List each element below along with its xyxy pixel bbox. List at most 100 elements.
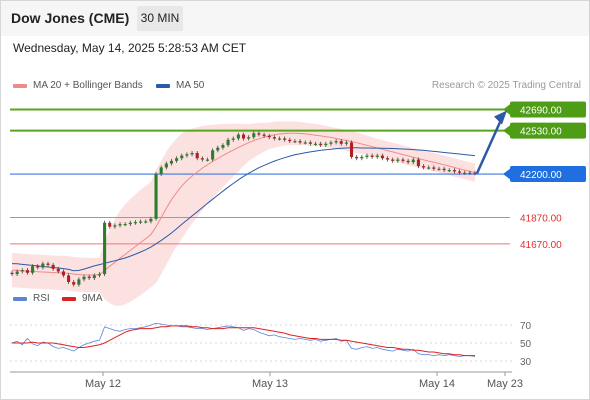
- legend-swatch: [156, 83, 170, 88]
- candle-body: [221, 145, 225, 148]
- candle-body: [231, 138, 235, 140]
- legend-9ma: 9MA: [62, 293, 103, 304]
- candle-body: [46, 263, 50, 265]
- candle-body: [103, 222, 107, 275]
- level-label: 41670.00: [520, 240, 562, 251]
- candle-body: [200, 158, 204, 160]
- rsi-tick-label: 70: [520, 321, 532, 332]
- candle-body: [344, 142, 348, 144]
- candle-body: [432, 167, 436, 169]
- time-axis-label: May 23: [487, 378, 523, 390]
- candle-body: [334, 141, 338, 143]
- level-tag-pointer: [503, 103, 511, 116]
- legend-label: RSI: [33, 293, 50, 304]
- candle-body: [241, 134, 246, 139]
- candle-body: [236, 134, 240, 139]
- candle-body: [319, 143, 323, 146]
- candle-body: [133, 222, 138, 224]
- candle-body: [437, 168, 441, 170]
- candle-body: [288, 139, 292, 142]
- ma50-line: [11, 147, 476, 272]
- candle-body: [324, 143, 328, 146]
- level-label: 41870.00: [520, 213, 562, 224]
- candle-body: [226, 139, 230, 146]
- candle-body: [473, 172, 477, 174]
- candle-body: [139, 221, 143, 223]
- candle-body: [169, 160, 174, 164]
- candle-body: [442, 168, 446, 171]
- candle-body: [51, 264, 55, 269]
- rsi-tick-label: 30: [520, 357, 532, 368]
- candle-body: [401, 159, 405, 161]
- candle-body: [154, 174, 158, 219]
- candle-body: [349, 142, 354, 157]
- candle-body: [123, 224, 127, 226]
- projection-arrow-head: [494, 110, 507, 125]
- timeframe-button[interactable]: 30 MIN: [137, 6, 183, 31]
- candle-body: [303, 142, 307, 144]
- candle-body: [77, 279, 81, 285]
- candle-body: [10, 272, 14, 275]
- candle-body: [257, 133, 261, 135]
- candle-body: [82, 276, 86, 280]
- candle-body: [20, 270, 24, 272]
- projection-arrow-shaft: [475, 115, 505, 174]
- instrument-title: Dow Jones (CME): [11, 10, 130, 26]
- candle-body: [185, 154, 189, 156]
- candle-body: [339, 141, 343, 144]
- candle-body: [458, 171, 462, 173]
- time-axis-label: May 14: [419, 378, 455, 390]
- candle-body: [416, 159, 420, 167]
- candle-body: [113, 225, 117, 227]
- candle-body: [247, 137, 251, 139]
- rsi-tick-label: 50: [520, 339, 532, 350]
- candle-body: [411, 159, 415, 163]
- time-axis-label: May 13: [252, 378, 288, 390]
- candle-body: [67, 275, 71, 282]
- candle-body: [195, 152, 199, 159]
- rsi-line: [11, 322, 476, 357]
- candle-body: [216, 147, 220, 151]
- candle-body: [97, 274, 101, 276]
- chart-header: Dow Jones (CME) 30 MIN: [0, 0, 590, 36]
- candle-body: [252, 133, 256, 138]
- candle-body: [277, 138, 282, 140]
- candle-body: [313, 143, 318, 145]
- legend-label: MA 50: [176, 80, 205, 91]
- candle-body: [386, 158, 390, 160]
- level-tag-bg: [510, 166, 586, 183]
- candle-body: [422, 166, 426, 168]
- candle-body: [149, 218, 153, 222]
- candle-body: [452, 170, 456, 172]
- copyright-text: Research © 2025 Trading Central: [431, 80, 581, 91]
- candle-body: [87, 276, 91, 279]
- candle-body: [267, 135, 271, 138]
- candle-body: [180, 155, 184, 159]
- candle-body: [391, 159, 395, 161]
- candle-body: [159, 167, 163, 175]
- candle-body: [298, 141, 302, 143]
- candle-body: [370, 155, 374, 157]
- candle-body: [406, 160, 410, 163]
- candle-body: [205, 159, 210, 161]
- rsi-ma9-line: [12, 325, 475, 357]
- candle-body: [175, 158, 179, 161]
- candle-body: [283, 138, 287, 140]
- candle-body: [118, 224, 122, 226]
- candle-body: [190, 152, 194, 155]
- candle-body: [144, 221, 148, 223]
- candle-body: [375, 155, 379, 157]
- candle-body: [355, 156, 359, 159]
- level-label: 42200.00: [520, 170, 562, 181]
- legend-ma50: MA 50: [156, 80, 204, 91]
- legend-swatch: [13, 296, 27, 301]
- candle-body: [272, 137, 276, 139]
- chart-datetime: Wednesday, May 14, 2025 5:28:53 AM CET: [13, 41, 247, 55]
- level-tag-bg: [510, 101, 586, 118]
- time-axis-label: May 12: [85, 378, 121, 390]
- level-label: 42690.00: [520, 106, 562, 117]
- candle-body: [128, 222, 132, 225]
- candle-body: [463, 172, 467, 174]
- candle-body: [92, 275, 96, 279]
